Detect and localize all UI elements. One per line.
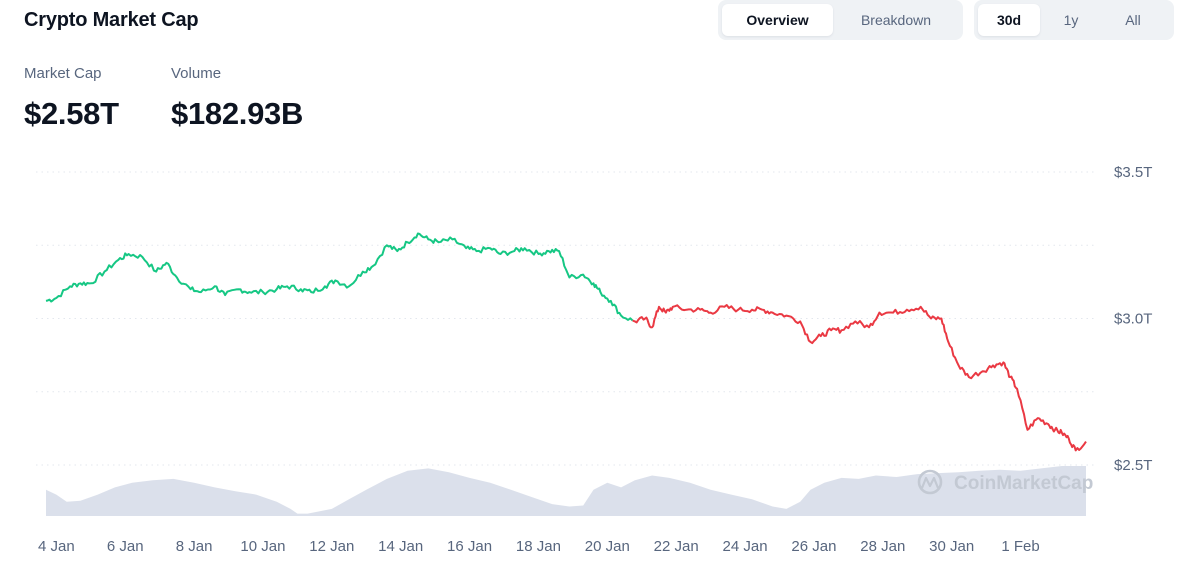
coinmarketcap-logo-mark bbox=[920, 476, 940, 489]
x-tick-label: 1 Feb bbox=[1001, 538, 1039, 555]
x-tick-label: 20 Jan bbox=[585, 538, 630, 555]
x-tick-label: 12 Jan bbox=[309, 538, 354, 555]
volume-area bbox=[46, 466, 1086, 516]
x-tick-label: 30 Jan bbox=[929, 538, 974, 555]
tab-breakdown[interactable]: Breakdown bbox=[860, 12, 932, 28]
y-tick-label: $3.5T bbox=[1114, 164, 1152, 181]
price-line-up bbox=[45, 232, 634, 322]
price-line-down bbox=[632, 304, 1087, 452]
x-tick-label: 24 Jan bbox=[723, 538, 768, 555]
x-tick-label: 6 Jan bbox=[107, 538, 144, 555]
x-tick-label: 8 Jan bbox=[176, 538, 213, 555]
y-tick-label: $2.5T bbox=[1114, 457, 1152, 474]
tab-overview[interactable]: Overview bbox=[722, 4, 833, 36]
view-toggle: Overview Breakdown bbox=[718, 0, 963, 40]
x-tick-label: 14 Jan bbox=[378, 538, 423, 555]
range-toggle: 30d 1y All bbox=[974, 0, 1174, 40]
range-1y-button[interactable]: 1y bbox=[1063, 12, 1079, 28]
watermark: CoinMarketCap bbox=[917, 469, 1093, 495]
range-30d-button[interactable]: 30d bbox=[978, 4, 1040, 36]
x-tick-label: 26 Jan bbox=[791, 538, 836, 555]
x-tick-label: 28 Jan bbox=[860, 538, 905, 555]
market-cap-label: Market Cap bbox=[24, 65, 102, 82]
volume-area-group bbox=[46, 466, 1086, 516]
watermark-text: CoinMarketCap bbox=[954, 473, 1093, 494]
x-tick-label: 18 Jan bbox=[516, 538, 561, 555]
x-tick-label: 16 Jan bbox=[447, 538, 492, 555]
y-tick-label: $3.0T bbox=[1114, 311, 1152, 328]
range-all-button[interactable]: All bbox=[1125, 12, 1141, 28]
page-title: Crypto Market Cap bbox=[24, 9, 199, 31]
market-cap-value: $2.58T bbox=[24, 96, 119, 131]
x-tick-label: 22 Jan bbox=[654, 538, 699, 555]
grid bbox=[36, 171, 1096, 466]
x-tick-label: 10 Jan bbox=[240, 538, 285, 555]
x-axis: 4 Jan 6 Jan 8 Jan 10 Jan 12 Jan 14 Jan 16 Jan 1… bbox=[38, 538, 1040, 555]
x-tick-label: 4 Jan bbox=[38, 538, 75, 555]
volume-label: Volume bbox=[171, 65, 222, 82]
volume-value: $182.93B bbox=[171, 96, 304, 131]
coinmarketcap-logo-icon bbox=[917, 469, 943, 495]
y-axis: $2.5T $3.0T $3.5T bbox=[1114, 164, 1152, 474]
price-line-group bbox=[45, 232, 1087, 452]
